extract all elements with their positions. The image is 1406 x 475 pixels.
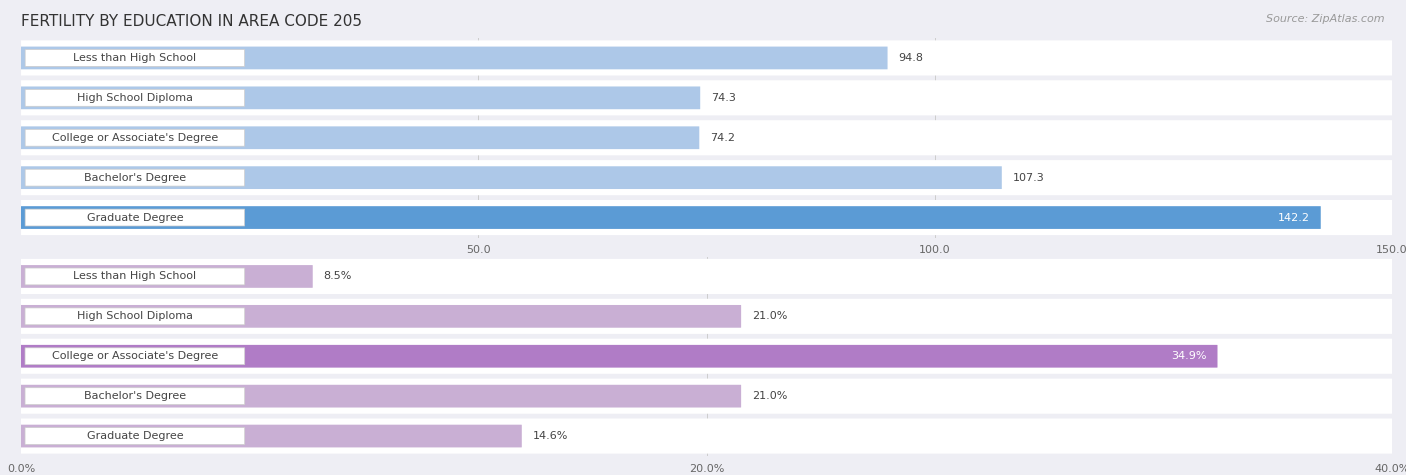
FancyBboxPatch shape <box>25 308 245 325</box>
FancyBboxPatch shape <box>21 379 1392 414</box>
Text: 21.0%: 21.0% <box>752 391 787 401</box>
FancyBboxPatch shape <box>21 120 1392 155</box>
Text: 142.2: 142.2 <box>1278 212 1310 223</box>
Text: Graduate Degree: Graduate Degree <box>87 212 183 223</box>
Text: 34.9%: 34.9% <box>1171 351 1206 361</box>
FancyBboxPatch shape <box>21 385 741 408</box>
FancyBboxPatch shape <box>25 129 245 146</box>
Text: 74.3: 74.3 <box>711 93 735 103</box>
Text: College or Associate's Degree: College or Associate's Degree <box>52 351 218 361</box>
FancyBboxPatch shape <box>25 348 245 365</box>
FancyBboxPatch shape <box>21 305 741 328</box>
FancyBboxPatch shape <box>25 388 245 405</box>
FancyBboxPatch shape <box>21 339 1392 374</box>
Text: 94.8: 94.8 <box>898 53 924 63</box>
Text: 8.5%: 8.5% <box>323 271 352 282</box>
FancyBboxPatch shape <box>21 40 1392 76</box>
FancyBboxPatch shape <box>21 418 1392 454</box>
FancyBboxPatch shape <box>25 89 245 106</box>
Text: Bachelor's Degree: Bachelor's Degree <box>84 172 186 183</box>
FancyBboxPatch shape <box>21 265 312 288</box>
Text: Bachelor's Degree: Bachelor's Degree <box>84 391 186 401</box>
FancyBboxPatch shape <box>21 86 700 109</box>
Text: Graduate Degree: Graduate Degree <box>87 431 183 441</box>
FancyBboxPatch shape <box>21 200 1392 235</box>
FancyBboxPatch shape <box>21 259 1392 294</box>
FancyBboxPatch shape <box>21 126 699 149</box>
FancyBboxPatch shape <box>21 206 1320 229</box>
FancyBboxPatch shape <box>21 299 1392 334</box>
Text: 21.0%: 21.0% <box>752 311 787 322</box>
FancyBboxPatch shape <box>21 47 887 69</box>
FancyBboxPatch shape <box>21 425 522 447</box>
FancyBboxPatch shape <box>25 268 245 285</box>
Text: Less than High School: Less than High School <box>73 53 197 63</box>
Text: High School Diploma: High School Diploma <box>77 311 193 322</box>
Text: 74.2: 74.2 <box>710 133 735 143</box>
FancyBboxPatch shape <box>25 169 245 186</box>
Text: High School Diploma: High School Diploma <box>77 93 193 103</box>
Text: Less than High School: Less than High School <box>73 271 197 282</box>
FancyBboxPatch shape <box>25 428 245 445</box>
FancyBboxPatch shape <box>21 80 1392 115</box>
Text: 14.6%: 14.6% <box>533 431 568 441</box>
Text: Source: ZipAtlas.com: Source: ZipAtlas.com <box>1267 14 1385 24</box>
FancyBboxPatch shape <box>21 160 1392 195</box>
FancyBboxPatch shape <box>21 345 1218 368</box>
Text: College or Associate's Degree: College or Associate's Degree <box>52 133 218 143</box>
Text: FERTILITY BY EDUCATION IN AREA CODE 205: FERTILITY BY EDUCATION IN AREA CODE 205 <box>21 14 363 29</box>
FancyBboxPatch shape <box>25 209 245 226</box>
Text: 107.3: 107.3 <box>1012 172 1045 183</box>
FancyBboxPatch shape <box>21 166 1002 189</box>
FancyBboxPatch shape <box>25 49 245 66</box>
